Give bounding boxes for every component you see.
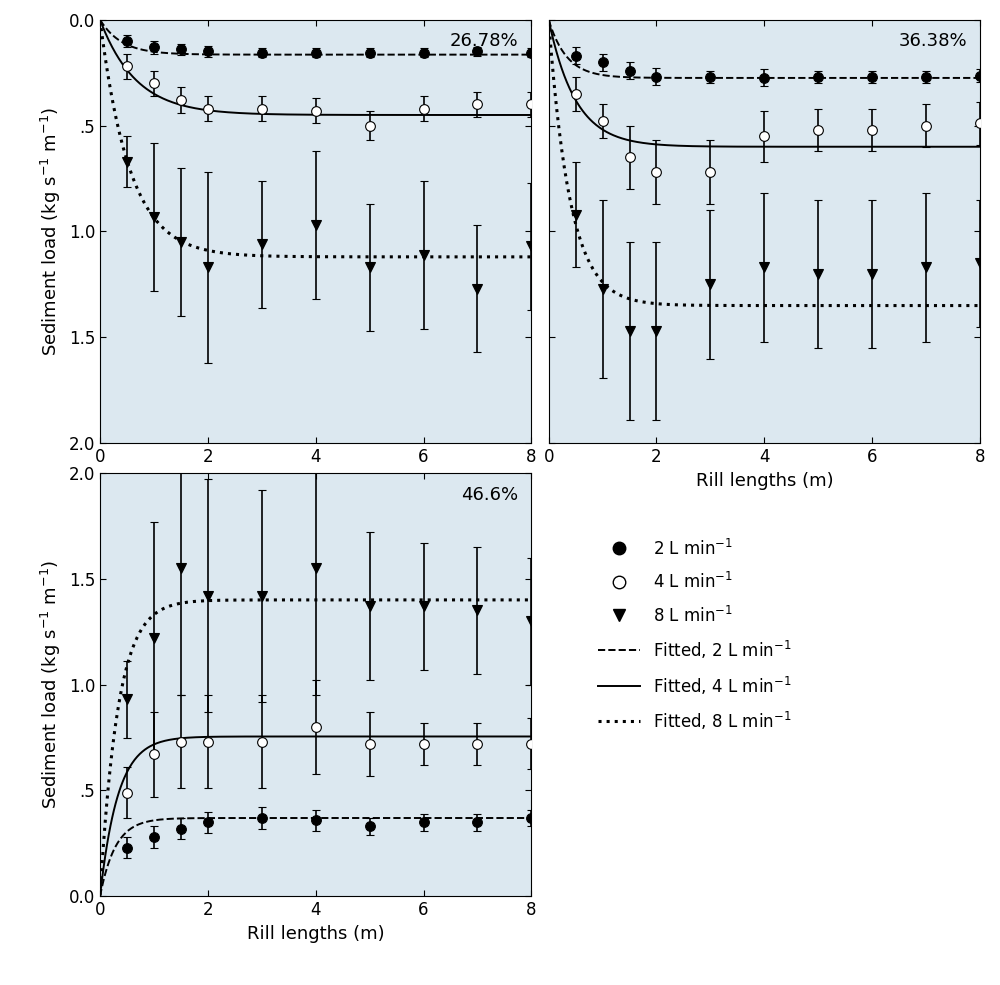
- X-axis label: Rill lengths (m): Rill lengths (m): [696, 472, 833, 490]
- Y-axis label: Sediment load (kg s$^{-1}$ m$^{-1}$): Sediment load (kg s$^{-1}$ m$^{-1}$): [39, 107, 63, 356]
- Text: 36.38%: 36.38%: [898, 33, 967, 50]
- X-axis label: Rill lengths (m): Rill lengths (m): [247, 925, 384, 943]
- Text: 46.6%: 46.6%: [461, 486, 518, 503]
- Legend: 2 L min$^{-1}$, 4 L min$^{-1}$, 8 L min$^{-1}$, Fitted, 2 L min$^{-1}$, Fitted, : 2 L min$^{-1}$, 4 L min$^{-1}$, 8 L min$…: [591, 532, 798, 739]
- Y-axis label: Sediment load (kg s$^{-1}$ m$^{-1}$): Sediment load (kg s$^{-1}$ m$^{-1}$): [39, 560, 63, 809]
- Text: 26.78%: 26.78%: [450, 33, 518, 50]
